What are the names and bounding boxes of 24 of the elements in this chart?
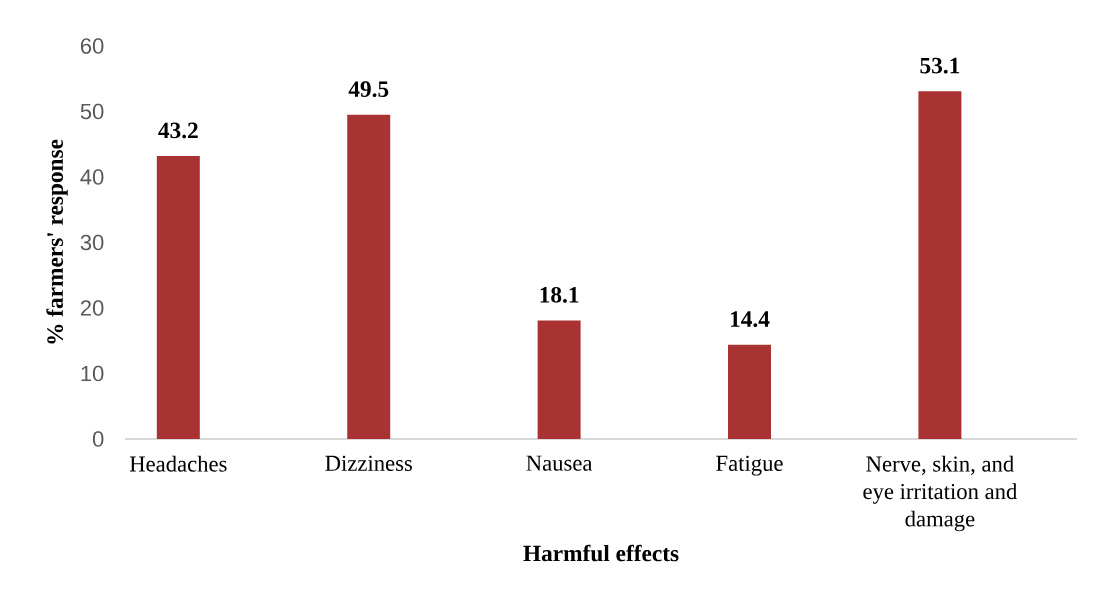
y-tick-label: 0 xyxy=(92,431,104,447)
data-label: 43.2 xyxy=(158,122,198,139)
y-tick-label: 40 xyxy=(80,169,104,185)
x-tick-label: Nerve, skin, and eye irritation and damage xyxy=(863,455,1018,532)
bar xyxy=(728,344,772,439)
data-label: 14.4 xyxy=(730,311,770,328)
x-axis-title: Harmful effects xyxy=(523,544,679,562)
y-tick-label: 10 xyxy=(81,365,104,382)
data-label: 49.5 xyxy=(348,81,389,98)
data-label: 18.1 xyxy=(540,286,579,303)
y-tick-label: 20 xyxy=(80,300,104,316)
y-axis-title: % farmers' response xyxy=(46,139,68,344)
bar xyxy=(156,156,200,439)
x-tick-label: Nausea xyxy=(526,455,593,471)
bar xyxy=(537,320,581,439)
x-tick-label: Fatigue xyxy=(716,455,783,476)
x-tick-label: Headaches xyxy=(129,455,227,472)
y-tick-label: 60 xyxy=(80,38,104,54)
bar xyxy=(918,91,962,439)
y-tick-label: 30 xyxy=(80,234,104,251)
x-tick-label: Dizziness xyxy=(325,455,412,471)
y-tick-label: 50 xyxy=(80,103,104,120)
bar xyxy=(347,114,391,439)
data-label: 53.1 xyxy=(920,57,960,74)
